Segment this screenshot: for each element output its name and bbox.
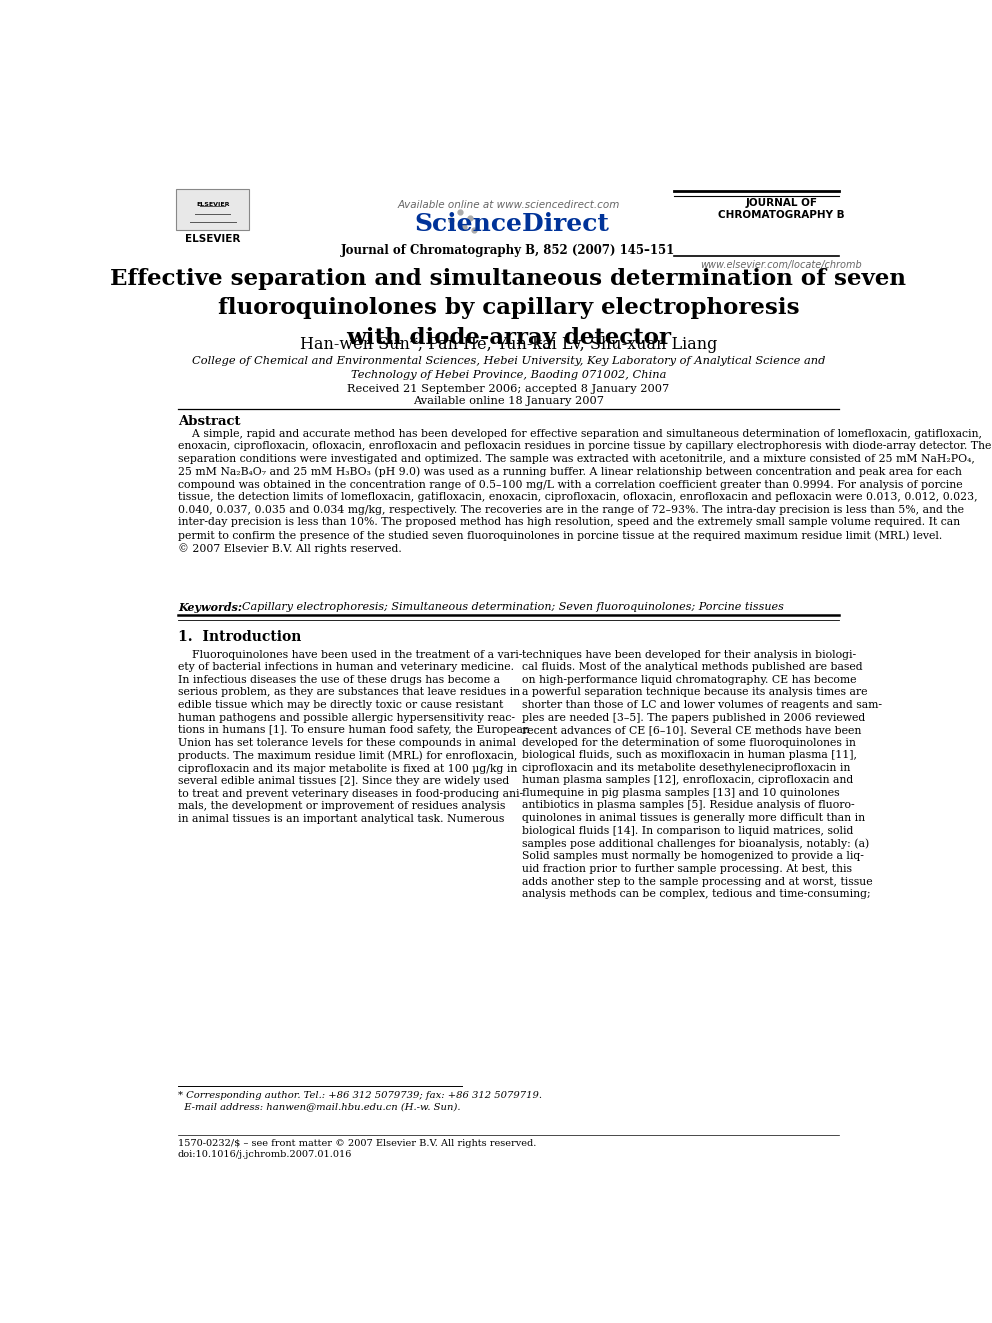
Text: Abstract: Abstract	[178, 415, 240, 429]
Text: Fluoroquinolones have been used in the treatment of a vari-
ety of bacterial inf: Fluoroquinolones have been used in the t…	[178, 650, 530, 824]
Text: ScienceDirect: ScienceDirect	[415, 212, 610, 235]
Text: ELSEVIER: ELSEVIER	[196, 202, 229, 208]
Text: 1570-0232/$ – see front matter © 2007 Elsevier B.V. All rights reserved.: 1570-0232/$ – see front matter © 2007 El…	[178, 1139, 537, 1148]
FancyBboxPatch shape	[177, 189, 249, 230]
Text: Effective separation and simultaneous determination of seven
fluoroquinolones by: Effective separation and simultaneous de…	[110, 267, 907, 349]
Text: JOURNAL OF
CHROMATOGRAPHY B: JOURNAL OF CHROMATOGRAPHY B	[718, 198, 844, 220]
Text: Keywords:: Keywords:	[178, 602, 250, 613]
Text: Journal of Chromatography B, 852 (2007) 145–151: Journal of Chromatography B, 852 (2007) …	[341, 245, 676, 258]
Text: 1.  Introduction: 1. Introduction	[178, 631, 302, 644]
Text: Han-wen Sun*, Pan He, Yun-kai Lv, Shu-xuan Liang: Han-wen Sun*, Pan He, Yun-kai Lv, Shu-xu…	[300, 336, 717, 353]
Text: A simple, rapid and accurate method has been developed for effective separation : A simple, rapid and accurate method has …	[178, 429, 991, 554]
Text: College of Chemical and Environmental Sciences, Hebei University, Key Laboratory: College of Chemical and Environmental Sc…	[191, 356, 825, 366]
Text: doi:10.1016/j.jchromb.2007.01.016: doi:10.1016/j.jchromb.2007.01.016	[178, 1150, 352, 1159]
Text: ELSEVIER: ELSEVIER	[186, 234, 240, 245]
Text: E-mail address: hanwen@mail.hbu.edu.cn (H.-w. Sun).: E-mail address: hanwen@mail.hbu.edu.cn (…	[178, 1102, 460, 1111]
Text: Received 21 September 2006; accepted 8 January 2007: Received 21 September 2006; accepted 8 J…	[347, 384, 670, 394]
Text: * Corresponding author. Tel.: +86 312 5079739; fax: +86 312 5079719.: * Corresponding author. Tel.: +86 312 50…	[178, 1091, 542, 1099]
Text: Available online at www.sciencedirect.com: Available online at www.sciencedirect.co…	[397, 200, 620, 209]
Text: Available online 18 January 2007: Available online 18 January 2007	[413, 396, 604, 406]
Text: techniques have been developed for their analysis in biologi-
cal fluids. Most o: techniques have been developed for their…	[522, 650, 882, 900]
Text: www.elsevier.com/locate/chromb: www.elsevier.com/locate/chromb	[700, 259, 862, 270]
Text: Capillary electrophoresis; Simultaneous determination; Seven fluoroquinolones; P: Capillary electrophoresis; Simultaneous …	[242, 602, 784, 613]
Text: Technology of Hebei Province, Baoding 071002, China: Technology of Hebei Province, Baoding 07…	[351, 369, 666, 380]
